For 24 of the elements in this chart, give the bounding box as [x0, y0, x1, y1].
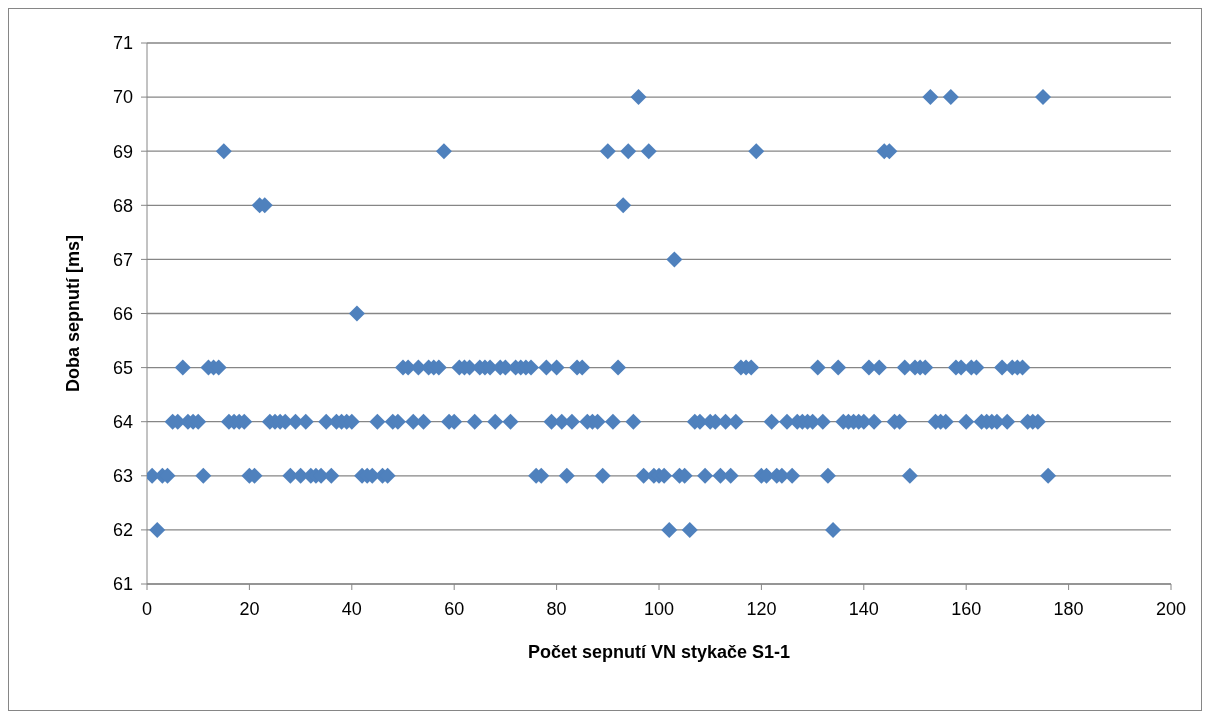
- x-tick-label: 160: [951, 598, 982, 619]
- y-tick-label: 70: [112, 87, 133, 108]
- x-tick-label: 100: [643, 598, 675, 619]
- y-tick-label: 64: [112, 412, 133, 433]
- y-tick-label: 67: [112, 249, 133, 270]
- y-tick-label: 66: [112, 303, 133, 324]
- y-tick-label: 68: [112, 195, 133, 216]
- x-tick-label: 20: [239, 598, 260, 619]
- y-tick-label: 61: [112, 574, 133, 595]
- y-axis-title: Doba sepnutí [ms]: [63, 234, 84, 393]
- x-tick-label: 180: [1053, 598, 1084, 619]
- y-tick-label: 69: [112, 141, 133, 162]
- y-tick-label: 63: [112, 466, 133, 487]
- y-tick-label: 62: [112, 520, 133, 541]
- y-tick-label: 65: [112, 357, 133, 378]
- x-axis-title: Počet sepnutí VN stykače S1-1: [527, 642, 791, 662]
- x-tick-label: 80: [546, 598, 567, 619]
- y-tick-label: 71: [112, 33, 133, 54]
- x-tick-label: 40: [341, 598, 362, 619]
- x-tick-label: 140: [848, 598, 879, 619]
- x-tick-label: 60: [444, 598, 465, 619]
- x-tick-label: 120: [746, 598, 777, 619]
- x-tick-label: 200: [1155, 598, 1187, 619]
- x-tick-label: 0: [141, 598, 153, 619]
